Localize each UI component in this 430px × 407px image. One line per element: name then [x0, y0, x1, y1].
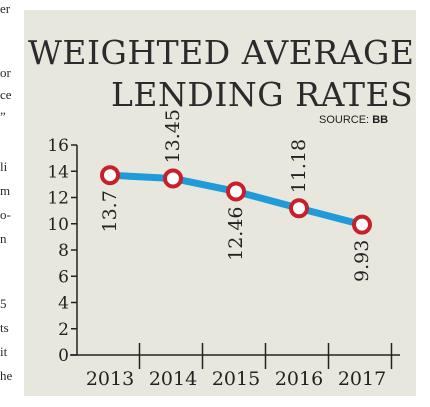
- left-column-fragment: it: [0, 344, 8, 359]
- x-tick-label: 2013: [86, 368, 134, 390]
- x-tick-label: 2017: [338, 368, 386, 390]
- source-label: SOURCE:: [319, 114, 370, 126]
- x-tick-label: 2015: [212, 368, 260, 390]
- data-label: 9.93: [351, 240, 373, 282]
- chart-title-line-2: LENDING RATES: [111, 75, 414, 114]
- source-value: BB: [372, 114, 389, 126]
- x-tick-label: 2014: [149, 368, 197, 390]
- left-column-fragment: o-: [0, 207, 11, 222]
- data-label: 13.45: [162, 109, 184, 163]
- y-tick-label: 4: [58, 294, 69, 314]
- data-point: [352, 214, 372, 235]
- data-label: 11.18: [288, 139, 310, 193]
- left-column-fragment: ce: [0, 87, 12, 102]
- y-tick-label: 2: [58, 320, 69, 340]
- y-tick-label: 12: [47, 189, 69, 209]
- left-column-fragment: 5: [0, 296, 7, 311]
- left-column-fragment: or: [0, 65, 11, 80]
- chart-title-line-1: WEIGHTED AVERAGE: [28, 33, 415, 72]
- y-tick-label: 10: [47, 215, 69, 235]
- left-column-fragment: ts: [0, 320, 9, 335]
- y-tick-label: 16: [47, 136, 69, 156]
- x-tick-label: 2016: [275, 368, 323, 390]
- y-tick-label: 6: [58, 267, 69, 287]
- chart-source: SOURCE: BB: [319, 114, 388, 126]
- data-label: 12.46: [225, 206, 247, 260]
- y-tick-label: 8: [58, 241, 69, 261]
- left-column-fragment: ”: [0, 109, 6, 124]
- data-point: [226, 181, 246, 202]
- y-tick-label: 0: [58, 346, 69, 366]
- data-point: [163, 168, 183, 189]
- left-column-fragment: li: [0, 159, 8, 174]
- data-point: [289, 198, 309, 219]
- left-column-fragment: n: [0, 231, 7, 246]
- left-column-fragment: er: [0, 1, 11, 16]
- y-tick-label: 14: [47, 162, 69, 182]
- chart-panel: WEIGHTED AVERAGE LENDING RATES SOURCE: B…: [24, 10, 416, 396]
- left-column-fragment: m: [0, 183, 11, 198]
- left-column-fragment: he: [0, 368, 13, 383]
- data-label: 13.7: [99, 190, 121, 232]
- data-point: [100, 165, 120, 186]
